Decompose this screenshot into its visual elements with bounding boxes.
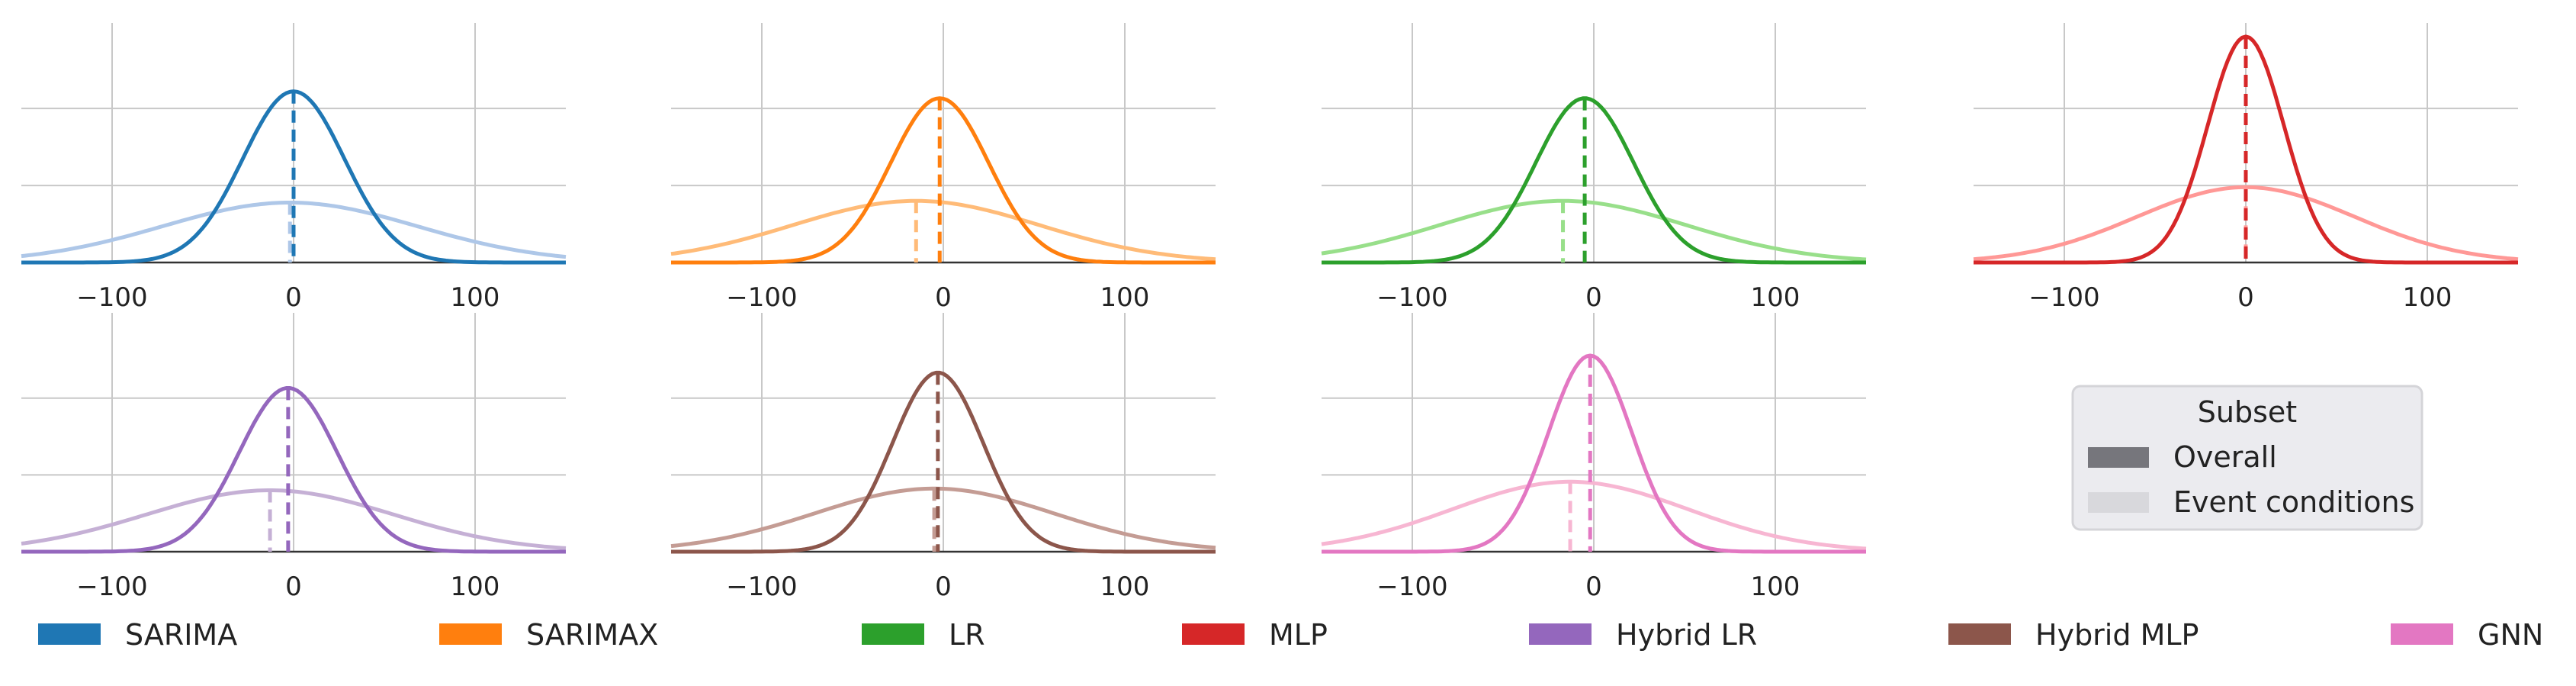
model-legend: SARIMA SARIMAX LR MLP Hybrid LR Hybrid MLP GNN [38, 618, 2543, 652]
x-tick-label: 100 [1100, 572, 1150, 602]
panels: −100 0 100 −100 0 100 −100 0 100 −100 0 100 −100 0 100… [21, 23, 2519, 602]
x-tick-label: 0 [935, 282, 952, 313]
panel-hybrid-lr: −100 0 100 [21, 313, 567, 602]
model-swatch-gnn [2391, 623, 2453, 645]
model-label-hybrid-mlp: Hybrid MLP [2035, 618, 2199, 652]
model-label-gnn: GNN [2478, 618, 2543, 652]
subset-label-overall: Overall [2173, 440, 2277, 474]
x-tick-label: −100 [726, 572, 797, 602]
x-tick-label: −100 [2028, 282, 2099, 313]
model-swatch-hybrid-lr [1529, 623, 1592, 645]
model-swatch-lr [862, 623, 924, 645]
subset-label-event-conditions: Event conditions [2173, 485, 2414, 519]
overall-density-curve [1322, 96, 1866, 265]
overall-density-curve [1974, 34, 2518, 265]
panel-hybrid-mlp: −100 0 100 [670, 313, 1216, 602]
x-tick-label: 0 [285, 572, 302, 602]
event-density-curve [670, 198, 1216, 262]
model-label-hybrid-lr: Hybrid LR [1616, 618, 1757, 652]
overall-density-curve [671, 370, 1216, 554]
x-tick-label: 100 [1751, 282, 1800, 313]
model-swatch-sarimax [439, 623, 502, 645]
overall-density-curve [671, 96, 1216, 265]
overall-density-curve [1322, 353, 1866, 554]
event-density-curve [21, 201, 567, 259]
subset-swatch-event-conditions [2088, 492, 2149, 513]
x-tick-label: −100 [76, 282, 147, 313]
panel-lr: −100 0 100 [1321, 23, 1867, 313]
panel-sarimax: −100 0 100 [670, 23, 1216, 313]
x-tick-label: 0 [285, 282, 302, 313]
model-label-sarima: SARIMA [125, 618, 237, 652]
model-swatch-hybrid-mlp [1948, 623, 2011, 645]
x-tick-label: 100 [1751, 572, 1800, 602]
event-density-curve [21, 488, 567, 550]
x-tick-label: 0 [1585, 572, 1602, 602]
subset-swatch-overall [2088, 447, 2149, 468]
model-label-sarimax: SARIMAX [526, 618, 658, 652]
model-label-mlp: MLP [1269, 618, 1328, 652]
overall-density-curve [21, 386, 566, 554]
subset-legend-title: Subset [2198, 395, 2297, 429]
overall-density-curve [21, 89, 566, 265]
subset-legend-frame [2071, 385, 2423, 531]
panel-gnn: −100 0 100 [1321, 313, 1867, 602]
x-tick-label: 100 [451, 282, 500, 313]
x-tick-label: 0 [2237, 282, 2254, 313]
panel-mlp: −100 0 100 [1973, 23, 2519, 313]
model-swatch-mlp [1182, 623, 1245, 645]
x-tick-label: −100 [1376, 572, 1447, 602]
x-tick-label: −100 [726, 282, 797, 313]
event-density-curve [1973, 185, 2519, 262]
model-swatch-sarima [38, 623, 101, 645]
x-tick-label: 0 [935, 572, 952, 602]
panel-sarima: −100 0 100 [21, 23, 567, 313]
x-tick-label: −100 [1376, 282, 1447, 313]
event-density-curve [670, 486, 1216, 550]
x-tick-label: 100 [2403, 282, 2452, 313]
event-density-curve [1321, 198, 1867, 262]
x-tick-label: −100 [76, 572, 147, 602]
subset-legend: Subset Overall Event conditions [2071, 385, 2423, 531]
x-tick-label: 0 [1585, 282, 1602, 313]
x-tick-label: 100 [451, 572, 500, 602]
x-tick-label: 100 [1100, 282, 1150, 313]
event-density-curve [1321, 479, 1867, 551]
model-label-lr: LR [949, 618, 985, 652]
